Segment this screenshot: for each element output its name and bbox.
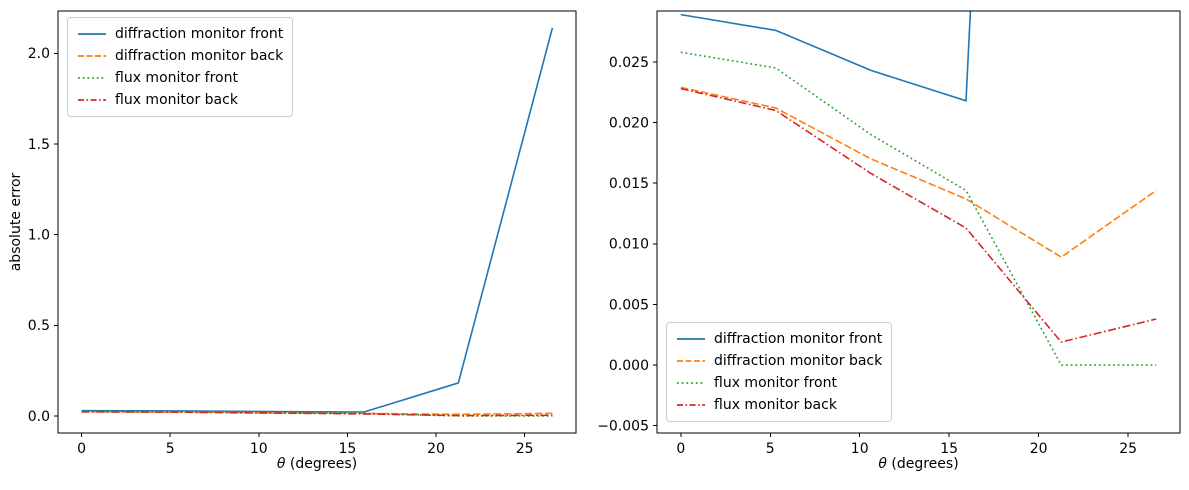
line-flux-monitor-front	[81, 410, 553, 417]
left-axes-frame	[57, 10, 577, 434]
line-diffraction-monitor-front	[680, 11, 972, 102]
right-y-tick-label: 0.015	[609, 176, 649, 192]
left-x-tick-label: 0	[77, 441, 86, 457]
left-y-tick-label: 0.0	[28, 409, 50, 425]
legend-item-diffraction-monitor-back: diffraction monitor back	[676, 351, 882, 371]
legend-label: flux monitor front	[714, 375, 837, 391]
left-x-tick-label: 25	[516, 441, 534, 457]
right-y-tick-label: 0.005	[609, 297, 649, 313]
legend-label: diffraction monitor front	[714, 331, 883, 347]
plot-area-right	[680, 11, 1157, 366]
right-y-tick-label: 0.000	[609, 358, 649, 374]
legend-label: diffraction monitor back	[115, 48, 284, 64]
legend-line-sample	[677, 360, 705, 362]
legend-label: diffraction monitor back	[714, 353, 883, 369]
line-diffraction-monitor-back	[680, 86, 1157, 259]
legend-label: flux monitor back	[115, 92, 238, 108]
legend-item-diffraction-monitor-front: diffraction monitor front	[676, 329, 882, 349]
right-x-tick-label: 10	[851, 441, 869, 457]
legend-item-flux-monitor-front: flux monitor front	[676, 373, 882, 393]
left-yaxis-label: absolute error	[8, 172, 24, 272]
right-y-tick-label: 0.025	[609, 55, 649, 71]
legend-label: flux monitor front	[115, 70, 238, 86]
right-x-tick-label: 15	[940, 441, 958, 457]
legend-line-sample	[677, 338, 705, 340]
left-x-tick-label: 10	[250, 441, 268, 457]
left-y-tick-label: 2.0	[28, 46, 50, 62]
legend-line-sample	[78, 77, 106, 79]
left-y-tick-label: 1.0	[28, 228, 50, 244]
right-y-tick-label: 0.020	[609, 115, 649, 131]
legend-line-sample	[78, 33, 106, 35]
legend-line-sample	[78, 99, 106, 101]
right-y-tick-label: −0.005	[597, 419, 649, 435]
left-y-tick-label: 0.5	[28, 318, 50, 334]
right-xaxis-label: θ (degrees)	[878, 456, 959, 472]
left-x-tick-label: 15	[338, 441, 356, 457]
left-legend: diffraction monitor front diffraction mon…	[67, 17, 294, 117]
right-x-tick-label: 25	[1119, 441, 1137, 457]
line-diffraction-monitor-front	[81, 27, 554, 413]
legend-label: flux monitor back	[714, 397, 837, 413]
line-flux-monitor-front	[680, 51, 1157, 366]
legend-item-flux-monitor-back: flux monitor back	[676, 395, 882, 415]
legend-item-diffraction-monitor-back: diffraction monitor back	[77, 46, 283, 66]
right-x-tick-label: 20	[1030, 441, 1048, 457]
left-x-tick-label: 20	[427, 441, 445, 457]
legend-item-flux-monitor-front: flux monitor front	[77, 68, 283, 88]
right-x-tick-label: 0	[676, 441, 685, 457]
right-x-tick-label: 5	[766, 441, 775, 457]
right-legend: diffraction monitor front diffraction mon…	[666, 322, 893, 422]
right-y-tick-label: 0.010	[609, 237, 649, 253]
legend-label: diffraction monitor front	[115, 26, 284, 42]
legend-line-sample	[677, 404, 705, 406]
legend-line-sample	[677, 382, 705, 384]
legend-line-sample	[78, 55, 106, 57]
legend-item-diffraction-monitor-front: diffraction monitor front	[77, 24, 283, 44]
line-flux-monitor-back	[81, 411, 553, 417]
line-flux-monitor-back	[680, 87, 1157, 343]
left-xaxis-label: θ (degrees)	[276, 456, 358, 472]
left-y-tick-label: 1.5	[28, 137, 50, 153]
legend-item-flux-monitor-back: flux monitor back	[77, 90, 283, 110]
plot-area-left	[81, 27, 554, 417]
right-axes-frame	[656, 10, 1181, 434]
left-x-tick-label: 5	[166, 441, 175, 457]
